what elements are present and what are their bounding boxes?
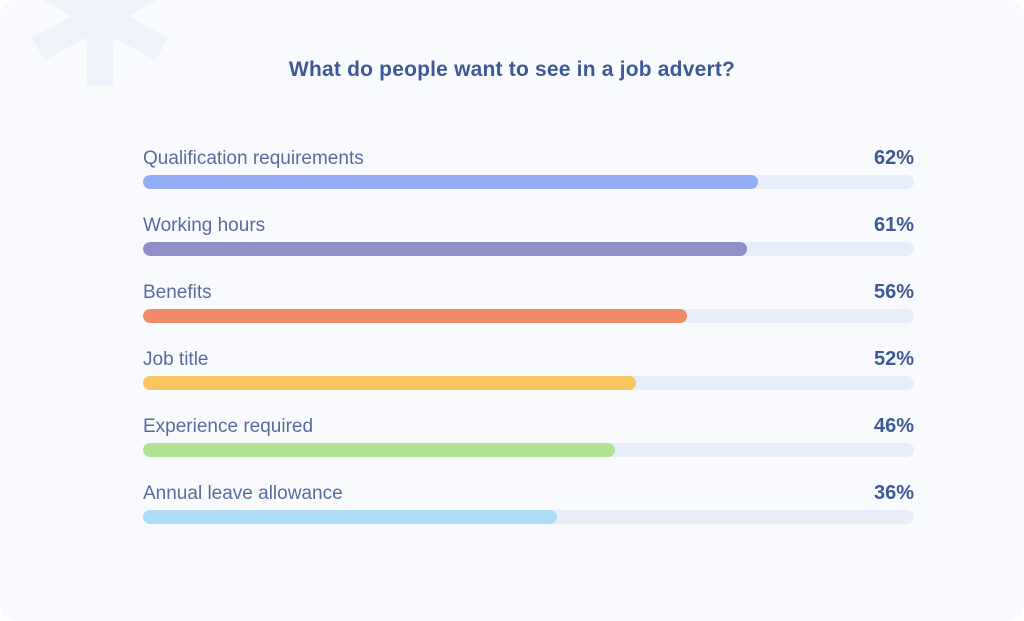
asterisk-ray	[32, 0, 168, 61]
bar-track	[143, 242, 914, 256]
bar-track	[143, 510, 914, 524]
bar-fill	[143, 510, 558, 524]
bar-value: 61%	[873, 214, 914, 236]
bar-track	[143, 309, 914, 323]
bar-row-experience-required: Experience required 46%	[143, 414, 914, 457]
bar-row-header: Working hours 61%	[143, 213, 914, 237]
asterisk-ray	[32, 0, 168, 61]
bar-row-header: Experience required 46%	[143, 414, 914, 438]
bar-row-header: Annual leave allowance 36%	[143, 481, 914, 505]
bar-label: Annual leave allowance	[143, 483, 343, 504]
bar-label: Qualification requirements	[143, 148, 364, 169]
bar-row-header: Benefits 56%	[143, 280, 914, 304]
bar-row-annual-leave-allowance: Annual leave allowance 36%	[143, 481, 914, 524]
bar-track	[143, 376, 914, 390]
bar-fill	[143, 242, 747, 256]
bar-label: Job title	[143, 349, 209, 370]
bar-row-header: Job title 52%	[143, 347, 914, 371]
bar-fill	[143, 443, 615, 457]
bar-value: 52%	[873, 348, 914, 370]
chart-title: What do people want to see in a job adve…	[288, 58, 736, 81]
bar-row-working-hours: Working hours 61%	[143, 213, 914, 256]
bar-track	[143, 443, 914, 457]
bar-row-job-title: Job title 52%	[143, 347, 914, 390]
bar-value: 46%	[873, 415, 914, 437]
bar-value: 36%	[873, 482, 914, 504]
bar-row-qualification-requirements: Qualification requirements 62%	[143, 146, 914, 189]
bar-row-header: Qualification requirements 62%	[143, 146, 914, 170]
bar-label: Experience required	[143, 416, 314, 437]
bar-track	[143, 175, 914, 189]
bar-fill	[143, 309, 688, 323]
bar-value: 56%	[873, 281, 914, 303]
bar-label: Benefits	[143, 282, 212, 303]
bar-fill	[143, 376, 637, 390]
bar-chart: Qualification requirements 62% Working h…	[143, 146, 914, 524]
bar-fill	[143, 175, 759, 189]
bar-label: Working hours	[143, 215, 266, 236]
bar-row-benefits: Benefits 56%	[143, 280, 914, 323]
bar-value: 62%	[873, 147, 914, 169]
